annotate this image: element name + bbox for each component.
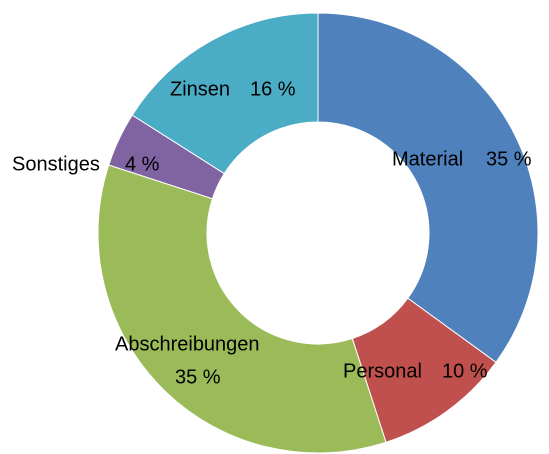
slice-label: Zinsen bbox=[170, 78, 230, 100]
slice-value-label: 35 % bbox=[175, 366, 221, 388]
slice-label: Material bbox=[392, 148, 463, 170]
slice-label: Sonstiges bbox=[12, 153, 100, 175]
slice-value-label: 4 % bbox=[125, 153, 160, 175]
slice-value-label: 16 % bbox=[250, 78, 296, 100]
slice-label: Personal bbox=[343, 360, 422, 382]
donut-slice bbox=[131, 12, 319, 175]
slice-value-label: 10 % bbox=[442, 360, 488, 382]
donut-slice bbox=[97, 164, 387, 454]
donut-slice bbox=[317, 12, 539, 364]
slice-value-label: 35 % bbox=[486, 148, 532, 170]
slice-label: Abschreibungen bbox=[115, 333, 260, 355]
